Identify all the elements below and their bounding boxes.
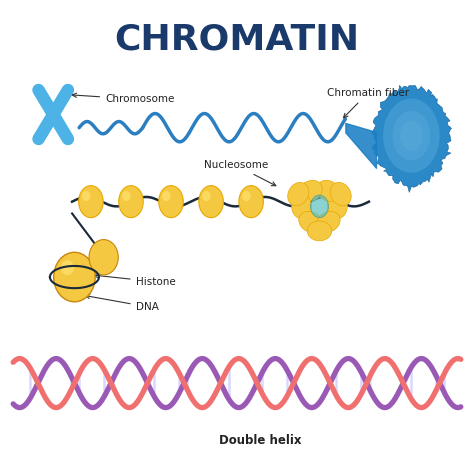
Ellipse shape — [82, 191, 91, 201]
Ellipse shape — [122, 191, 130, 201]
Ellipse shape — [61, 260, 74, 275]
Text: CHROMATIN: CHROMATIN — [114, 23, 360, 56]
Ellipse shape — [299, 180, 322, 201]
Ellipse shape — [89, 239, 118, 275]
Text: DNA: DNA — [85, 294, 159, 312]
Ellipse shape — [310, 195, 328, 218]
Ellipse shape — [330, 182, 351, 206]
Ellipse shape — [317, 211, 340, 232]
Circle shape — [64, 86, 72, 94]
Ellipse shape — [159, 186, 183, 218]
Ellipse shape — [79, 186, 103, 218]
Ellipse shape — [307, 221, 332, 241]
Polygon shape — [392, 111, 430, 160]
Ellipse shape — [299, 211, 322, 232]
Ellipse shape — [288, 182, 309, 206]
Circle shape — [34, 135, 43, 143]
Text: Double helix: Double helix — [219, 434, 302, 447]
Ellipse shape — [292, 194, 311, 219]
Text: Nucleosome: Nucleosome — [204, 160, 276, 186]
Text: Histone: Histone — [93, 273, 175, 287]
Polygon shape — [372, 85, 451, 192]
Circle shape — [34, 86, 43, 94]
Ellipse shape — [162, 191, 171, 201]
Ellipse shape — [118, 186, 143, 218]
Ellipse shape — [328, 194, 347, 219]
Circle shape — [64, 135, 72, 143]
Ellipse shape — [199, 186, 223, 218]
Text: Chromatin fiber: Chromatin fiber — [327, 88, 409, 118]
Ellipse shape — [202, 191, 210, 201]
Ellipse shape — [242, 191, 251, 201]
Text: Chromosome: Chromosome — [73, 93, 174, 104]
Polygon shape — [383, 99, 439, 173]
Polygon shape — [400, 121, 423, 151]
Ellipse shape — [54, 252, 95, 302]
Ellipse shape — [317, 180, 340, 201]
Ellipse shape — [239, 186, 264, 218]
Circle shape — [47, 109, 59, 120]
